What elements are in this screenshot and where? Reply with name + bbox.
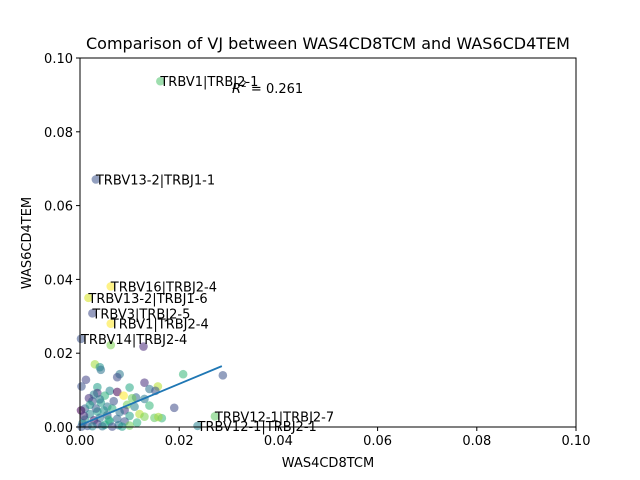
x-tick-label: 0.04 (264, 434, 293, 449)
fit-line (79, 365, 223, 426)
scatter-point (81, 375, 91, 385)
y-tick-label: 0.00 (44, 421, 73, 436)
scatter-point (106, 282, 116, 291)
scatter-point (132, 418, 142, 427)
r2-symbol: R (232, 82, 241, 97)
x-tick-label: 0.02 (165, 434, 194, 449)
scatter-point (91, 404, 101, 413)
x-axis-label: WAS4CD8TCM (282, 456, 374, 471)
point-annotation: TRBV13-2|TRBJ1-6 (87, 292, 207, 307)
scatter-point (145, 401, 154, 410)
scatter-point (88, 421, 97, 431)
annotations-layer: TRBV1|TRBJ2-1 TRBV13-2|TRBJ1-1 TRBV16|TRBJ… (80, 75, 334, 435)
point-annotation: TRBV13-2|TRBJ1-1 (95, 173, 215, 188)
scatter-point (79, 411, 89, 421)
r2-exponent: 2 (241, 80, 247, 90)
scatter-point (104, 415, 114, 424)
scatter-point (125, 421, 134, 430)
x-tick-label: 0.00 (66, 434, 95, 449)
x-tick-label: 0.08 (462, 434, 491, 449)
scatter-point (91, 175, 101, 184)
scatter-point (88, 309, 97, 318)
scatter-point (193, 421, 202, 431)
plot-area-frame (79, 57, 577, 428)
scatter-point (106, 319, 116, 328)
scatter-point (95, 395, 105, 404)
scatter-point (99, 406, 109, 415)
scatter-point (77, 382, 86, 391)
scatter-point (218, 371, 228, 380)
scatter-point (139, 342, 148, 351)
y-tick-label: 0.06 (44, 200, 73, 215)
x-tick-label: 0.10 (562, 434, 591, 449)
point-annotation: TRBV12-1|TRBJ2-7 (214, 410, 334, 425)
point-annotation: TRBV3|TRBJ2-5 (91, 307, 190, 322)
scatter-point (98, 421, 107, 431)
scatter-point (130, 402, 139, 412)
y-axis: 0.00 0.02 0.04 0.06 0.08 0.10 (44, 52, 80, 436)
scatter-point (178, 369, 188, 379)
r2-label: R2 = 0.261 (232, 80, 303, 97)
scatter-point (76, 334, 86, 344)
scatter-point (119, 391, 128, 400)
scatter-point (127, 393, 137, 403)
scatter-point (96, 365, 106, 375)
y-tick-label: 0.04 (44, 273, 73, 288)
scatter-point (125, 411, 134, 421)
scatter-point (84, 293, 93, 303)
scatter-point (140, 378, 149, 388)
scatter-point (125, 383, 134, 392)
y-tick-label: 0.08 (44, 126, 73, 141)
x-axis: 0.00 0.02 0.04 0.06 0.08 0.10 (66, 427, 591, 449)
point-annotation: TRBV14|TRBJ2-4 (80, 333, 187, 348)
y-tick-label: 0.10 (44, 52, 73, 67)
scatter-point (140, 412, 149, 421)
point-annotation: TRBV1|TRBJ2-4 (110, 318, 209, 333)
r2-value: = 0.261 (247, 82, 303, 97)
x-tick-label: 0.06 (363, 434, 392, 449)
scatter-point (112, 387, 122, 397)
point-annotation: TRBV1|TRBJ2-1 (159, 75, 258, 90)
chart-title: Comparison of VJ between WAS4CD8TCM and … (86, 34, 570, 53)
scatter-point (154, 412, 163, 422)
scatter-point (109, 396, 119, 406)
y-axis-label: WAS6CD4TEM (20, 197, 35, 289)
scatter-point (156, 76, 165, 86)
scatter-point (112, 372, 122, 382)
scatter-point (106, 340, 116, 350)
scatter-point (169, 403, 179, 413)
y-tick-label: 0.02 (44, 347, 73, 362)
point-annotation: TRBV16|TRBJ2-4 (110, 280, 217, 295)
scatter-point (93, 382, 102, 392)
scatter-point (210, 411, 220, 421)
